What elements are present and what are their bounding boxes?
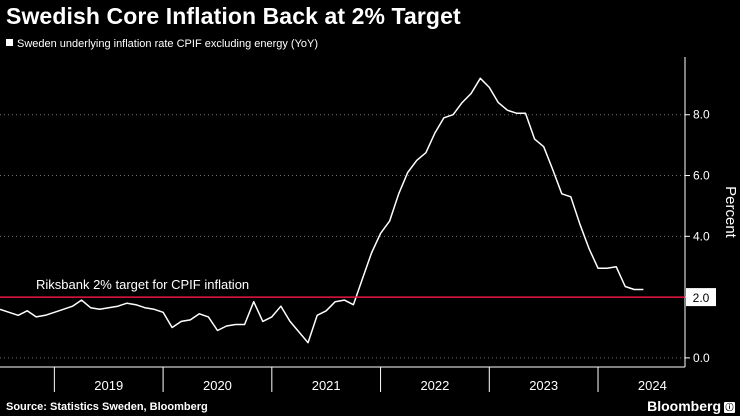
series-line xyxy=(0,77,644,344)
target-annotation: Riksbank 2% target for CPIF inflation xyxy=(36,277,249,292)
target-value-box xyxy=(686,288,716,307)
target-value-label: 2.0 xyxy=(693,291,710,305)
x-tick-label: 2020 xyxy=(203,378,232,393)
legend-swatch xyxy=(6,39,13,46)
brand-mark-icon: ⓘ xyxy=(724,402,735,413)
legend: Sweden underlying inflation rate CPIF ex… xyxy=(6,38,318,50)
x-tick-label: 2023 xyxy=(529,378,558,393)
brand-logo: Bloomberg xyxy=(647,398,721,414)
source-note: Source: Statistics Sweden, Bloomberg xyxy=(6,401,208,413)
chart-title: Swedish Core Inflation Back at 2% Target xyxy=(6,3,461,29)
y-tick-label: 6.0 xyxy=(693,169,710,183)
x-tick-label: 2024 xyxy=(638,378,667,393)
x-tick-label: 2021 xyxy=(312,378,341,393)
x-tick-label: 2022 xyxy=(420,378,449,393)
y-tick-label: 4.0 xyxy=(693,229,710,243)
legend-label: Sweden underlying inflation rate CPIF ex… xyxy=(17,38,319,50)
y-axis-title: Percent xyxy=(722,186,739,239)
y-tick-label: 8.0 xyxy=(693,108,710,122)
y-tick-label: 0.0 xyxy=(693,351,710,365)
x-tick-label: 2019 xyxy=(94,378,123,393)
